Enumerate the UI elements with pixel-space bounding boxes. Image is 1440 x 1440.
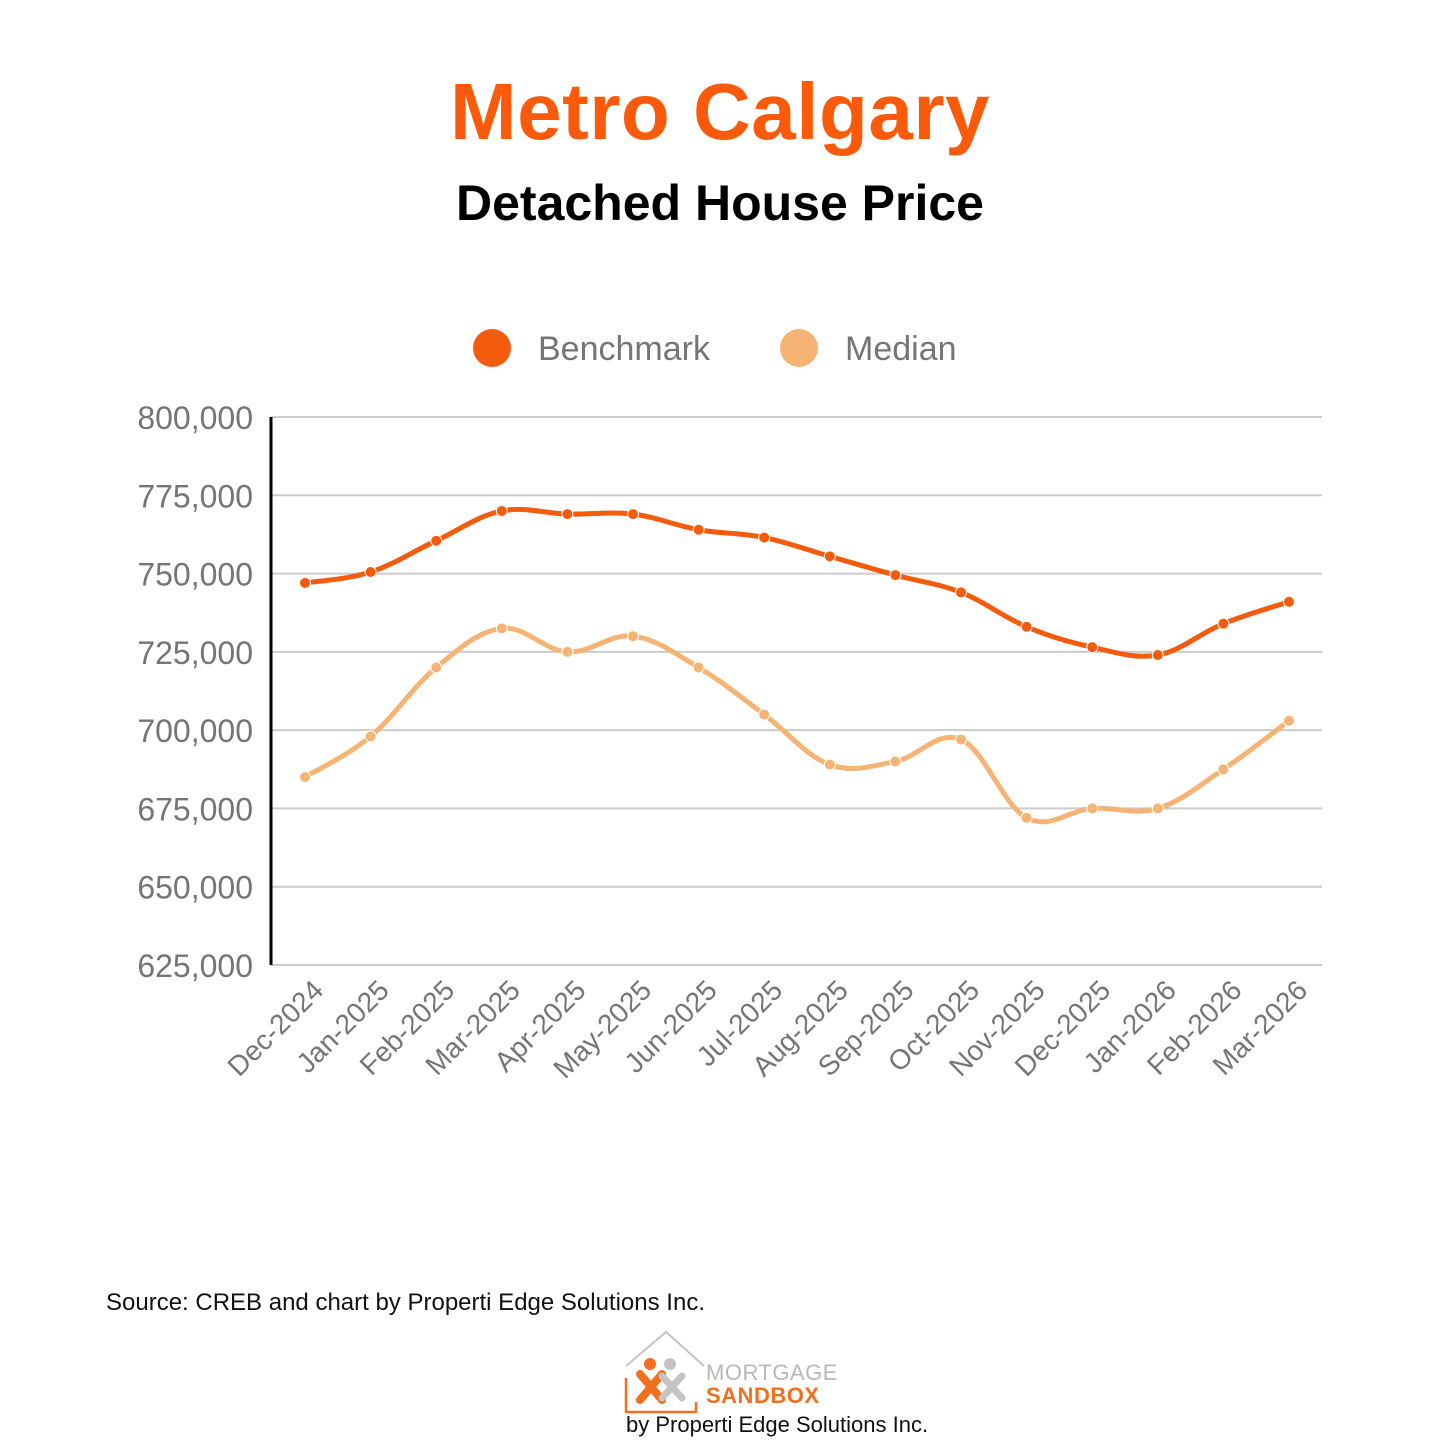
benchmark-point	[889, 569, 902, 582]
benchmark-point	[1086, 641, 1099, 654]
median-point	[627, 630, 639, 643]
legend-label-median: Median	[845, 330, 957, 368]
benchmark-point	[1283, 595, 1295, 608]
median-point	[364, 730, 377, 743]
benchmark-point	[692, 523, 705, 536]
logo-wordmark-sandbox: SANDBOX	[706, 1383, 820, 1408]
median-point	[1217, 763, 1230, 776]
median-point	[299, 771, 311, 784]
benchmark-point	[955, 586, 967, 599]
y-tick-label: 700,000	[137, 713, 253, 749]
benchmark-point	[1151, 648, 1164, 661]
benchmark-point	[364, 566, 377, 579]
legend-marker-median	[780, 329, 818, 367]
chart-title: Metro Calgary	[450, 67, 990, 156]
y-tick-label: 800,000	[137, 400, 253, 436]
y-tick-label: 750,000	[137, 557, 253, 593]
logo-byline: by Properti Edge Solutions Inc.	[626, 1412, 929, 1437]
source-note: Source: CREB and chart by Properti Edge …	[106, 1289, 705, 1316]
legend-marker-benchmark	[473, 329, 511, 367]
median-point	[1151, 802, 1164, 815]
y-axis-ticks: 625,000 650,000 675,000 700,000 725,000 750,0…	[137, 400, 253, 984]
median-point	[955, 733, 967, 746]
median-point	[430, 661, 443, 674]
benchmark-point	[758, 531, 771, 544]
logo-wordmark-mortgage: MORTGAGE	[706, 1360, 838, 1385]
house-people-icon	[624, 1330, 705, 1414]
benchmark-point	[823, 550, 836, 563]
benchmark-point	[561, 508, 574, 521]
median-point	[1283, 714, 1295, 727]
median-point	[1086, 802, 1099, 815]
benchmark-point	[495, 504, 508, 517]
legend-label-benchmark: Benchmark	[538, 330, 711, 368]
median-point	[1020, 811, 1033, 824]
benchmark-point	[1217, 617, 1230, 630]
y-tick-label: 675,000	[137, 791, 253, 827]
median-point	[692, 661, 705, 674]
median-point	[889, 755, 902, 768]
benchmark-point	[299, 576, 311, 589]
x-axis-ticks: Dec-2024Jan-2025Feb-2025Mar-2025Apr-2025…	[221, 974, 1313, 1084]
chart-legend: Benchmark Median	[473, 329, 957, 368]
y-tick-label: 775,000	[137, 478, 253, 514]
y-tick-label: 625,000	[137, 948, 253, 984]
benchmark-line	[302, 506, 1292, 659]
median-line	[302, 625, 1292, 825]
benchmark-point	[627, 508, 639, 521]
median-point	[561, 645, 574, 658]
chart-series	[299, 504, 1295, 825]
benchmark-point	[1020, 620, 1033, 633]
line-chart: Benchmark Median 625,000 650,000 675,000 700…	[137, 329, 1322, 1084]
y-tick-label: 650,000	[137, 870, 253, 906]
benchmark-point	[430, 534, 443, 547]
y-tick-label: 725,000	[137, 635, 253, 671]
chart-subtitle: Detached House Price	[456, 175, 984, 231]
chart-gridlines	[269, 416, 1322, 966]
median-point	[823, 758, 836, 771]
median-point	[495, 622, 508, 635]
median-point	[758, 708, 771, 721]
mortgage-sandbox-logo: MORTGAGE SANDBOX by Properti Edge Soluti…	[620, 1326, 928, 1437]
